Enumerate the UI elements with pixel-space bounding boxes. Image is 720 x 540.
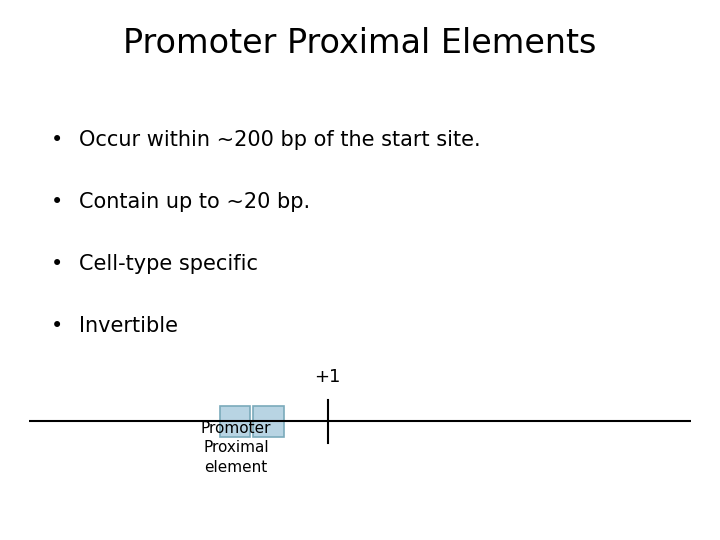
Text: •: • — [50, 130, 63, 150]
Text: Occur within ~200 bp of the start site.: Occur within ~200 bp of the start site. — [79, 130, 481, 150]
FancyBboxPatch shape — [253, 406, 284, 437]
Text: Contain up to ~20 bp.: Contain up to ~20 bp. — [79, 192, 310, 212]
Text: Invertible: Invertible — [79, 316, 179, 336]
Text: Cell-type specific: Cell-type specific — [79, 254, 258, 274]
FancyBboxPatch shape — [220, 406, 250, 437]
Text: +1: +1 — [315, 368, 341, 386]
Text: •: • — [50, 254, 63, 274]
Text: •: • — [50, 316, 63, 336]
Text: •: • — [50, 192, 63, 212]
Text: Promoter Proximal Elements: Promoter Proximal Elements — [123, 27, 597, 60]
Text: Promoter
Proximal
element: Promoter Proximal element — [201, 421, 271, 475]
